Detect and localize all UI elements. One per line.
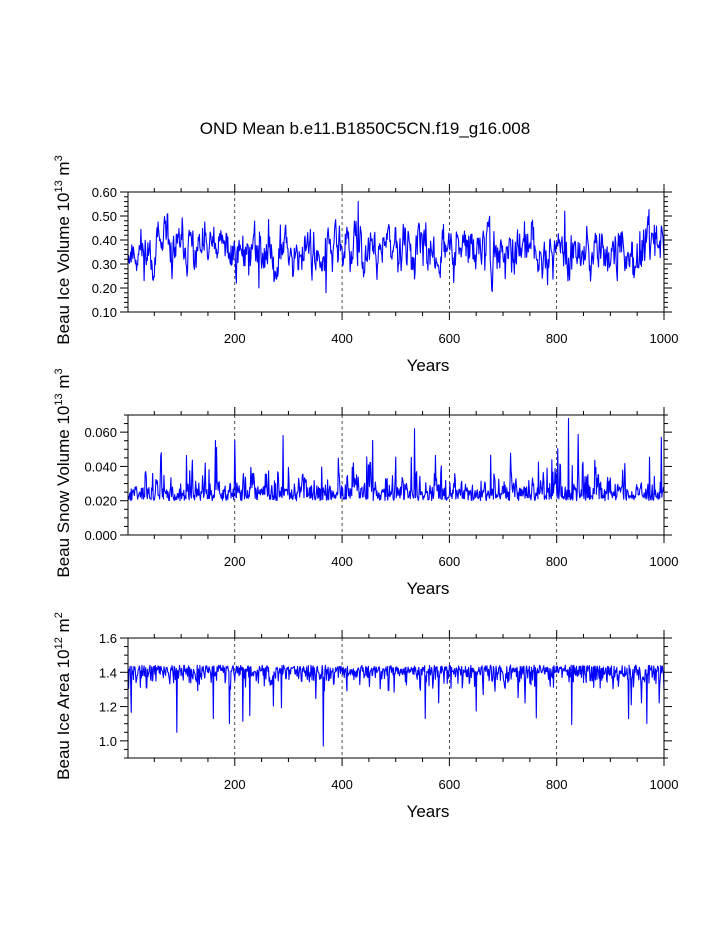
ice-area-y-tick-label: 1.4	[99, 665, 117, 680]
snow-volume-x-tick-label: 200	[224, 554, 246, 569]
ice-volume-panel: 200 400 600 800 1000 0.10 0.20 0.30 0.40 0.50 0.60…	[53, 155, 678, 375]
snow-volume-x-tick-label: 400	[331, 554, 353, 569]
ice-volume-series-line	[127, 201, 665, 294]
chart-title: OND Mean b.e11.B1850C5CN.f19_g16.008	[200, 119, 530, 138]
ice-area-x-tick-label: 200	[224, 777, 246, 792]
ice-volume-x-tick-label: 200	[224, 331, 246, 346]
ice-volume-y-axis-title: Beau Ice Volume 1013 m3	[53, 155, 73, 344]
snow-volume-x-axis-title: Years	[407, 579, 450, 598]
snow-volume-x-tick-label: 1000	[650, 554, 679, 569]
ice-area-series-line	[127, 664, 665, 747]
ice-area-y-axis-title: Beau Ice Area 1012 m2	[53, 612, 73, 780]
ice-volume-x-tick-label: 800	[546, 331, 568, 346]
snow-volume-y-tick-label: 0.040	[84, 459, 117, 474]
ice-area-y-tick-label: 1.6	[99, 631, 117, 646]
snow-volume-y-tick-label: 0.020	[84, 494, 117, 509]
ice-volume-y-tick-label: 0.10	[92, 305, 117, 320]
snow-volume-y-axis-title: Beau Snow Volume 1013 m3	[53, 368, 73, 577]
ice-volume-y-tick-label: 0.30	[92, 257, 117, 272]
ice-area-x-tick-label: 800	[546, 777, 568, 792]
ice-area-plot-frame	[127, 637, 665, 759]
ice-area-panel: 200 400 600 800 1000 1.0 1.2 1.4 1.6 Years Beau Ic…	[53, 612, 678, 821]
ice-area-y-tick-label: 1.2	[99, 700, 117, 715]
ice-volume-x-tick-label: 1000	[650, 331, 679, 346]
chart-panels: 200 400 600 800 1000 0.10 0.20 0.30 0.40 0.50 0.60…	[53, 155, 678, 821]
ice-area-x-tick-label: 400	[331, 777, 353, 792]
ice-volume-x-axis-title: Years	[407, 356, 450, 375]
snow-volume-x-tick-label: 600	[439, 554, 461, 569]
ice-area-x-axis-title: Years	[407, 802, 450, 821]
snow-volume-y-tick-label: 0.060	[84, 425, 117, 440]
snow-volume-panel: 200 400 600 800 1000 0.000 0.020 0.040 0.060 Year…	[53, 368, 678, 598]
snow-volume-y-tick-label: 0.000	[84, 528, 117, 543]
snow-volume-x-tick-label: 800	[546, 554, 568, 569]
snow-volume-series-line	[127, 417, 665, 502]
ice-volume-y-tick-label: 0.40	[92, 233, 117, 248]
ice-volume-y-tick-label: 0.60	[92, 185, 117, 200]
ice-area-x-tick-label: 1000	[650, 777, 679, 792]
ice-volume-x-tick-label: 400	[331, 331, 353, 346]
ice-volume-y-tick-label: 0.50	[92, 209, 117, 224]
ice-area-x-tick-label: 600	[439, 777, 461, 792]
ice-volume-x-tick-label: 600	[439, 331, 461, 346]
ice-area-y-tick-label: 1.0	[99, 734, 117, 749]
ice-volume-y-tick-label: 0.20	[92, 281, 117, 296]
